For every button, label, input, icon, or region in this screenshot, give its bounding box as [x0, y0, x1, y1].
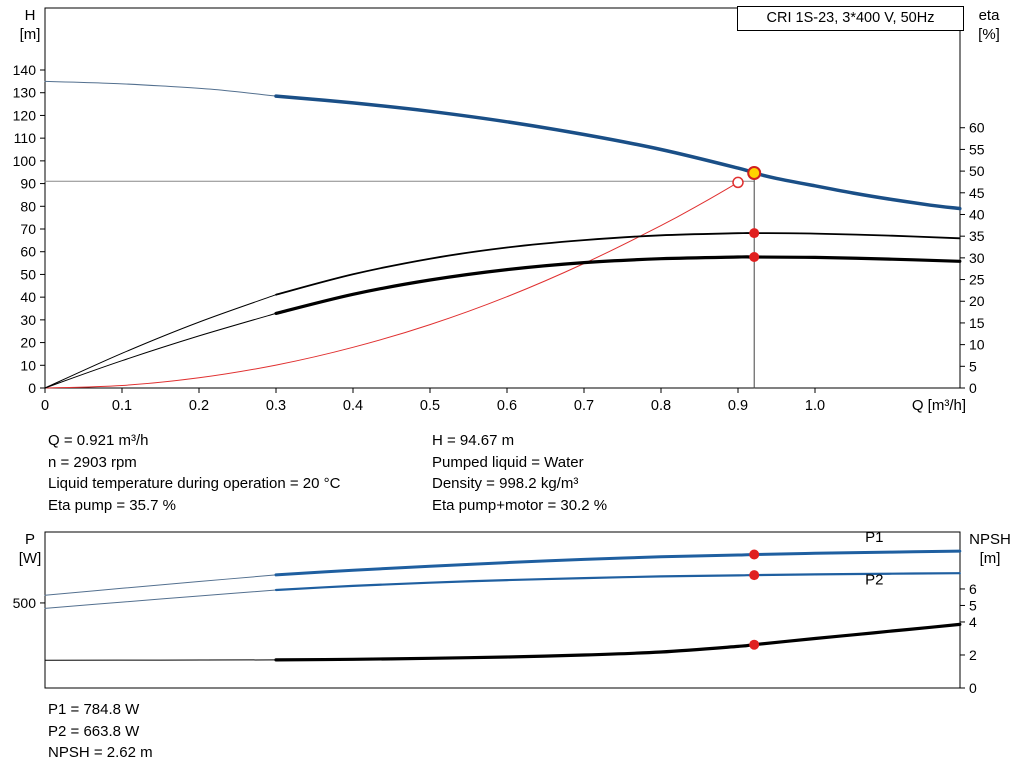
y-left-tick-label: 30 — [20, 312, 36, 328]
power-npsh-chart-frame — [44, 531, 961, 689]
y-left-tick-label: 80 — [20, 198, 36, 214]
y-left-tick-label: 20 — [20, 335, 36, 351]
npsh-curve — [274, 622, 962, 662]
y-right-tick-label: 40 — [969, 206, 985, 222]
eta-axis-title: eta [%] — [964, 6, 1014, 44]
eta-motor-duty-marker — [749, 252, 760, 262]
p-axis-unit: [W] — [18, 550, 42, 567]
p2-curve — [274, 572, 961, 592]
y-right-tick-label: 55 — [969, 141, 985, 157]
y-right-tick-label: 50 — [969, 163, 985, 179]
h-axis-name: H — [24, 7, 36, 24]
y-left-tick-label: 60 — [20, 244, 36, 260]
density-value: Density = 998.2 kg/m³ — [432, 475, 579, 492]
npsh-duty-marker — [749, 639, 760, 650]
duty-info-left: Q = 0.921 m³/h n = 2903 rpm Liquid tempe… — [48, 430, 340, 516]
p-axis-title: P [W] — [8, 530, 52, 568]
liquid-temperature-value: Liquid temperature during operation = 20… — [48, 475, 341, 492]
y-right-tick-label: 5 — [969, 597, 977, 613]
eta-pump-curve-thin — [44, 294, 277, 389]
speed-value: n = 2903 rpm — [48, 453, 137, 471]
y-right-tick-label: 10 — [969, 337, 985, 353]
npsh-axis-name: NPSH — [969, 531, 1011, 548]
y-right-tick-label: 6 — [969, 581, 977, 597]
x-tick-label: 0.4 — [343, 398, 363, 414]
p2-value: P2 = 663.8 W — [48, 722, 140, 740]
x-tick-label: 0.5 — [420, 398, 440, 414]
qh-curve — [274, 94, 962, 211]
eta-axis-name: eta — [978, 7, 1000, 24]
y-left-tick-label: 0 — [28, 380, 36, 396]
npsh-axis-unit: [m] — [979, 550, 1001, 567]
duty-head-value: H = 94.67 m — [432, 432, 515, 449]
y-left-tick-label: 120 — [13, 107, 37, 123]
y-left-tick-label: 500 — [13, 595, 37, 611]
eta-axis-unit: [%] — [978, 26, 1000, 43]
y-right-tick-label: 35 — [969, 228, 985, 244]
y-right-tick-label: 5 — [969, 358, 977, 374]
y-right-tick-label: 4 — [969, 614, 977, 630]
y-left-tick-label: 40 — [20, 289, 36, 305]
eta-motor-curve-thin — [44, 312, 277, 389]
y-right-tick-label: 20 — [969, 293, 985, 309]
x-tick-label: 0.6 — [497, 398, 517, 414]
x-tick-label: 0 — [41, 398, 49, 414]
p2-curve-thin — [44, 589, 277, 609]
y-left-tick-label: 140 — [13, 62, 37, 78]
x-tick-label: 0.8 — [651, 398, 671, 414]
p2-curve-label: P2 — [865, 572, 883, 589]
y-left-tick-label: 50 — [20, 266, 36, 282]
duty-point-marker[interactable] — [747, 166, 762, 180]
y-right-tick-label: 0 — [969, 680, 977, 696]
h-axis-unit: [m] — [19, 26, 41, 43]
y-left-tick-label: 100 — [13, 153, 37, 169]
eta-pump-value: Eta pump = 35.7 % — [48, 496, 176, 514]
x-tick-label: 0.1 — [112, 398, 132, 414]
x-tick-label: 0.7 — [574, 398, 594, 414]
y-right-tick-label: 30 — [969, 250, 985, 266]
x-tick-label: 1.0 — [805, 398, 825, 414]
y-right-tick-label: 25 — [969, 272, 985, 288]
q-axis-title: Q [m³/h] — [911, 397, 966, 414]
eta-pump-motor-value: Eta pump+motor = 30.2 % — [432, 496, 608, 514]
y-left-tick-label: 110 — [14, 130, 37, 146]
p1-curve-thin — [44, 574, 277, 596]
y-left-tick-label: 70 — [20, 221, 36, 237]
eta-pump-curve — [275, 232, 961, 296]
x-tick-label: 0.9 — [728, 398, 748, 414]
y-right-tick-label: 60 — [969, 120, 985, 136]
npsh-axis-title: NPSH [m] — [962, 530, 1018, 568]
p1-value: P1 = 784.8 W — [48, 701, 140, 718]
system-duty-marker — [732, 176, 744, 189]
qh-eta-chart-frame — [44, 7, 961, 389]
eta-motor-curve — [274, 255, 962, 315]
p1-curve-label: P1 — [865, 529, 883, 546]
pumped-liquid-value: Pumped liquid = Water — [432, 453, 584, 471]
y-right-tick-label: 15 — [969, 315, 985, 331]
duty-info-right: H = 94.67 m Pumped liquid = Water Densit… — [432, 430, 607, 516]
qh-curve-thin — [44, 80, 277, 97]
duty-flow-value: Q = 0.921 m³/h — [48, 432, 149, 449]
p2-duty-marker — [749, 570, 760, 581]
p1-duty-marker — [749, 549, 760, 560]
x-tick-label: 0.2 — [189, 398, 209, 414]
x-tick-label: 0.3 — [266, 398, 286, 414]
h-axis-title: H [m] — [8, 6, 52, 44]
p1-curve — [274, 549, 962, 577]
eta-pump-duty-marker — [749, 228, 760, 239]
npsh-value: NPSH = 2.62 m — [48, 744, 153, 761]
power-npsh-info: P1 = 784.8 W P2 = 663.8 W NPSH = 2.62 m — [48, 699, 153, 764]
y-left-tick-label: 130 — [13, 85, 37, 101]
y-left-tick-label: 90 — [20, 176, 36, 192]
p-axis-name: P — [24, 531, 35, 548]
y-right-tick-label: 45 — [969, 185, 985, 201]
system-curve — [44, 181, 739, 389]
pump-title: CRI 1S-23, 3*400 V, 50Hz — [737, 6, 964, 31]
y-left-tick-label: 10 — [20, 357, 36, 373]
y-right-tick-label: 0 — [969, 380, 977, 396]
y-right-tick-label: 2 — [969, 647, 977, 663]
